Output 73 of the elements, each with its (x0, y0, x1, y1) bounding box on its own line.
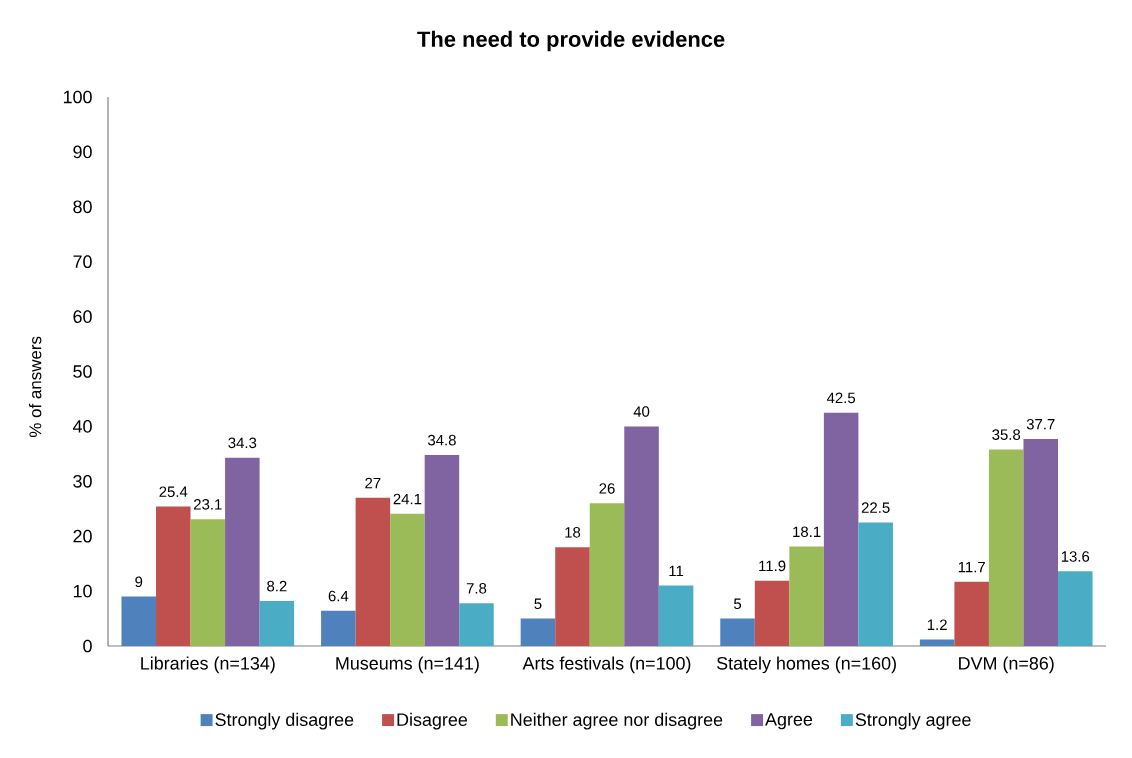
bar (754, 580, 790, 646)
data-label: 25.4 (159, 486, 188, 498)
x-tick-label: Stately homes (n=160) (716, 656, 896, 674)
y-tick-label: 20 (73, 529, 92, 543)
y-tick-label: 40 (72, 420, 92, 433)
bar (589, 503, 625, 646)
y-tick-label: 50 (73, 365, 92, 378)
data-label: 34.8 (427, 434, 456, 446)
data-label: 22.5 (861, 502, 890, 513)
data-label: 9 (135, 576, 143, 588)
data-label: 1.2 (927, 619, 947, 630)
data-label: 34.3 (228, 437, 257, 449)
bar (1058, 571, 1093, 646)
bar (988, 449, 1024, 646)
bar (720, 618, 755, 646)
y-axis-title: % of answers (28, 336, 42, 438)
data-label: 42.5 (826, 392, 856, 404)
data-label: 11.7 (958, 561, 985, 573)
y-tick-label: 10 (73, 584, 92, 598)
bar (954, 581, 989, 646)
data-label: 11 (669, 565, 684, 577)
y-tick-label: 60 (73, 310, 92, 323)
data-label: 5 (534, 598, 542, 610)
data-label: 18 (565, 527, 581, 538)
bar (555, 547, 590, 646)
x-tick-label: Arts festivals (n=100) (522, 656, 691, 674)
bar (121, 596, 157, 646)
data-label: 27 (365, 477, 381, 489)
legend-label: Disagree (397, 712, 468, 730)
data-label: 40 (633, 406, 650, 417)
data-label: 11.9 (759, 560, 786, 572)
bar (321, 610, 356, 646)
bar (459, 603, 494, 646)
legend-label: Strongly disagree (215, 712, 354, 730)
data-label: 24.1 (393, 493, 422, 505)
bar (919, 639, 955, 646)
bar (259, 600, 295, 646)
bar (823, 412, 859, 646)
data-label: 35.8 (992, 429, 1021, 440)
bar (624, 426, 659, 646)
bar (789, 546, 824, 646)
x-tick-label: Museums (n=141) (336, 656, 479, 674)
legend-label: Strongly agree (855, 712, 971, 730)
y-tick-label: 100 (63, 90, 92, 104)
y-tick-label: 80 (73, 200, 92, 214)
bar (355, 497, 391, 646)
chart-title: The need to provide evidence (417, 30, 725, 52)
bar (156, 506, 191, 646)
legend-label: Neither agree nor disagree (511, 712, 723, 730)
data-label: 5 (733, 598, 742, 610)
data-label: 23.1 (194, 499, 222, 510)
bar (858, 522, 893, 646)
y-tick-label: 70 (73, 255, 92, 269)
bar (190, 519, 226, 646)
y-tick-label: 0 (83, 639, 92, 653)
bar (1023, 439, 1059, 646)
data-label: 7.8 (466, 583, 487, 594)
bar (520, 618, 556, 646)
data-label: 18.1 (793, 526, 821, 538)
data-label: 6.4 (328, 590, 349, 602)
bar (225, 457, 260, 646)
data-label: 13.6 (1061, 551, 1090, 562)
bar (390, 513, 425, 646)
y-tick-label: 30 (73, 474, 92, 488)
legend-label: Agree (765, 713, 813, 730)
x-tick-label: DVM (n=86) (959, 656, 1054, 674)
data-label: 8.2 (267, 580, 287, 592)
data-label: 26 (599, 483, 615, 494)
bar (424, 454, 460, 646)
x-tick-label: Libraries (n=134) (141, 656, 275, 674)
bar (658, 585, 694, 646)
data-label: 37.7 (1026, 418, 1055, 430)
y-tick-label: 90 (73, 145, 92, 159)
